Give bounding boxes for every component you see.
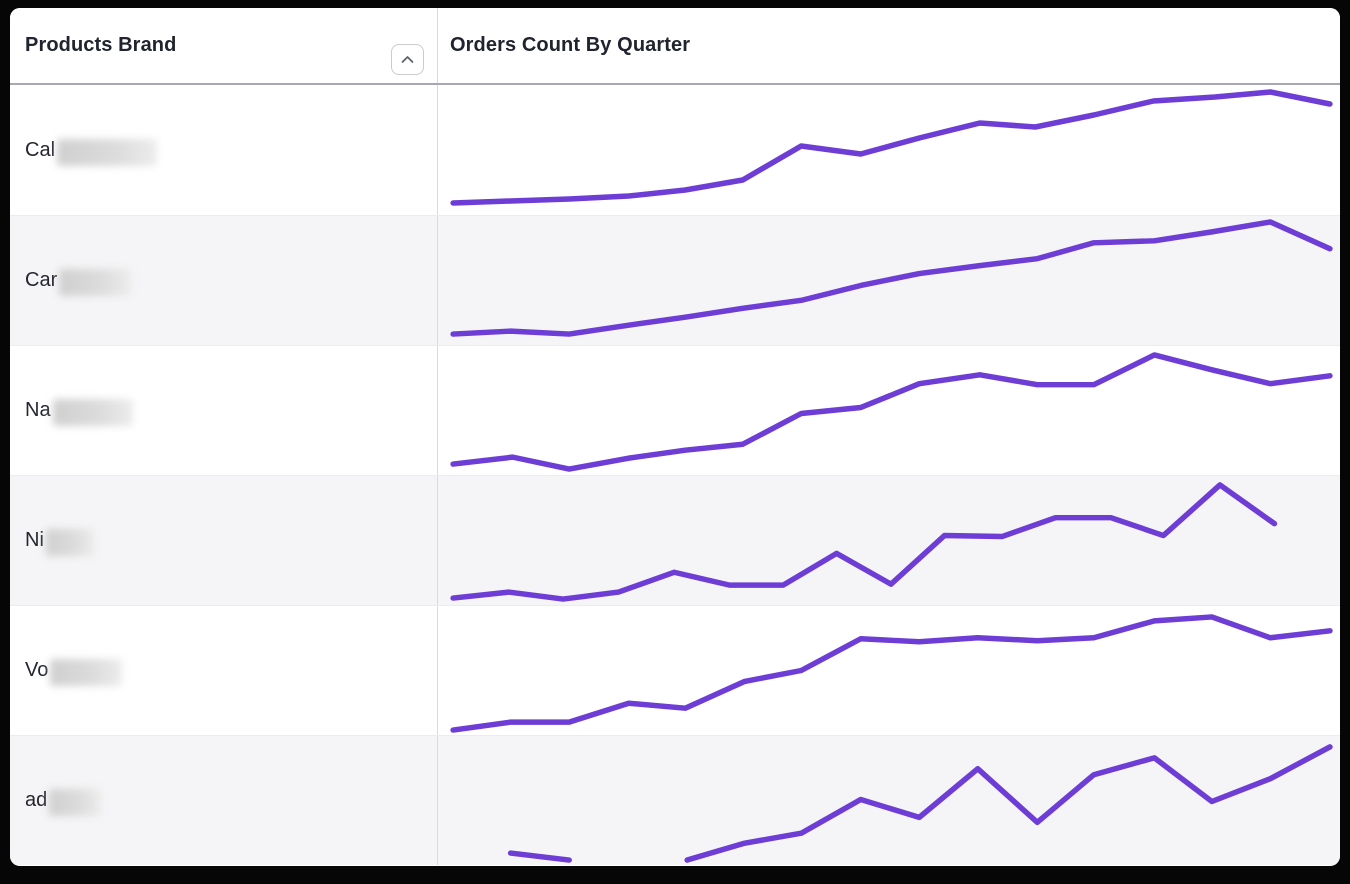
brand-label: ad: [25, 789, 48, 811]
chevron-up-icon: [401, 56, 414, 63]
brand-cell: Cal: [10, 85, 438, 215]
brand-label: Cal: [25, 138, 56, 161]
orders-sparkline-cell: [438, 606, 1340, 735]
redacted-text-blur: [59, 269, 132, 296]
brand-label: Na: [25, 399, 51, 421]
table-body: Cal Car Na Ni: [10, 85, 1340, 866]
redacted-text-blur: [57, 138, 158, 166]
sparkline-chart: [450, 614, 1333, 733]
sparkline-chart: [450, 219, 1333, 337]
table-row[interactable]: ad: [10, 735, 1340, 865]
brand-label: Vo: [25, 659, 49, 681]
table-card: Products Brand Orders Count By Quarter C…: [10, 8, 1340, 866]
brand-cell: Vo: [10, 606, 438, 735]
sparkline-chart: [507, 744, 1333, 863]
orders-sparkline-cell: [438, 736, 1340, 865]
products-brand-header-label[interactable]: Products Brand: [25, 34, 177, 56]
redacted-text-blur: [49, 789, 102, 816]
column-header-orders-count: Orders Count By Quarter: [438, 8, 1340, 83]
orders-sparkline-cell: [438, 85, 1340, 215]
table-row[interactable]: Na: [10, 345, 1340, 475]
table-row[interactable]: Vo: [10, 605, 1340, 735]
brand-cell: ad: [10, 736, 438, 865]
sparkline-chart: [450, 482, 1278, 602]
column-header-products-brand: Products Brand: [10, 8, 438, 83]
brand-cell: Na: [10, 346, 438, 475]
redacted-text-blur: [50, 659, 123, 686]
orders-sparkline-cell: [438, 346, 1340, 475]
sparkline-chart: [450, 89, 1333, 206]
table-header: Products Brand Orders Count By Quarter: [10, 8, 1340, 85]
brand-label: Car: [25, 269, 58, 291]
redacted-text-blur: [52, 399, 133, 426]
orders-count-header-label[interactable]: Orders Count By Quarter: [450, 34, 691, 56]
sort-ascending-button[interactable]: [391, 44, 424, 75]
sparkline-chart: [450, 352, 1333, 472]
table-row[interactable]: Cal: [10, 85, 1340, 215]
table-row[interactable]: Car: [10, 215, 1340, 345]
brand-cell: Ni: [10, 476, 438, 605]
table-row[interactable]: Ni: [10, 475, 1340, 605]
orders-sparkline-cell: [438, 216, 1340, 345]
orders-sparkline-cell: [438, 476, 1340, 605]
redacted-text-blur: [45, 529, 94, 556]
brand-label: Ni: [25, 529, 44, 551]
brand-cell: Car: [10, 216, 438, 345]
